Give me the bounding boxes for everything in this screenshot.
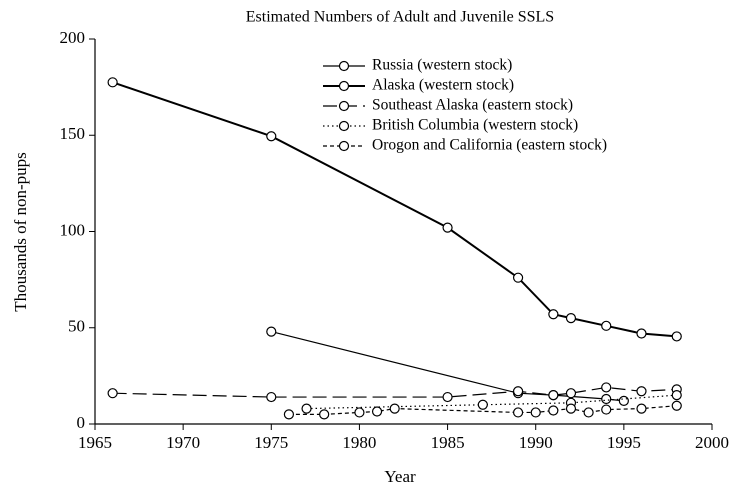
y-tick-label: 50 <box>68 317 85 336</box>
point <box>601 393 612 405</box>
point <box>442 391 453 403</box>
point <box>618 395 629 406</box>
y-axis-label: Thousands of non-pups <box>11 152 30 312</box>
legend-marker <box>338 60 350 72</box>
point <box>671 331 682 342</box>
point <box>671 390 682 401</box>
point <box>530 407 541 418</box>
point <box>548 405 559 416</box>
x-tick-label: 1975 <box>254 433 288 452</box>
point <box>671 400 682 411</box>
point <box>636 386 647 397</box>
point <box>442 222 453 233</box>
legend-marker <box>338 80 350 92</box>
x-tick-label: 1980 <box>342 433 376 452</box>
y-tick-label: 150 <box>60 124 86 143</box>
x-tick-label: 2000 <box>695 433 729 452</box>
point <box>371 406 383 417</box>
point <box>512 272 524 283</box>
x-tick-label: 1970 <box>166 433 200 452</box>
x-tick-label: 1990 <box>519 433 553 452</box>
legend-label: Southeast Alaska (eastern stock) <box>372 97 573 114</box>
x-tick-label: 1965 <box>78 433 112 452</box>
point <box>601 320 612 331</box>
point <box>565 403 577 414</box>
point <box>512 386 524 397</box>
point <box>565 388 577 399</box>
point <box>354 407 365 418</box>
y-tick-label: 100 <box>60 220 86 239</box>
point <box>266 326 277 337</box>
x-tick-label: 1985 <box>431 433 465 452</box>
legend-marker <box>338 100 350 112</box>
legend-marker <box>338 140 350 152</box>
chart-title: Estimated Numbers of Adult and Juvenile … <box>246 9 554 26</box>
point <box>283 409 295 420</box>
y-tick-label: 200 <box>60 28 86 47</box>
point <box>389 403 400 414</box>
y-tick-label: 0 <box>77 413 86 432</box>
legend-label: Russia (western stock) <box>372 57 512 74</box>
legend-label: British Columbia (western stock) <box>372 117 578 134</box>
point <box>636 328 647 339</box>
point <box>548 309 559 320</box>
point <box>565 313 577 324</box>
series-line <box>112 386 677 398</box>
x-tick-label: 1995 <box>607 433 641 452</box>
legend-label: Orogon and California (eastern stock) <box>372 137 607 154</box>
point <box>636 403 647 414</box>
point <box>601 404 612 415</box>
point <box>301 403 312 414</box>
point <box>266 131 277 142</box>
legend-label: Alaska (western stock) <box>372 77 514 94</box>
point <box>107 77 118 88</box>
point <box>512 407 524 418</box>
legend-marker <box>338 120 350 132</box>
point <box>583 407 594 418</box>
point <box>319 409 330 420</box>
point <box>107 388 118 399</box>
point <box>266 391 277 403</box>
point <box>548 390 559 401</box>
point <box>601 382 612 393</box>
point <box>477 399 488 410</box>
x-axis-label: Year <box>384 467 416 486</box>
